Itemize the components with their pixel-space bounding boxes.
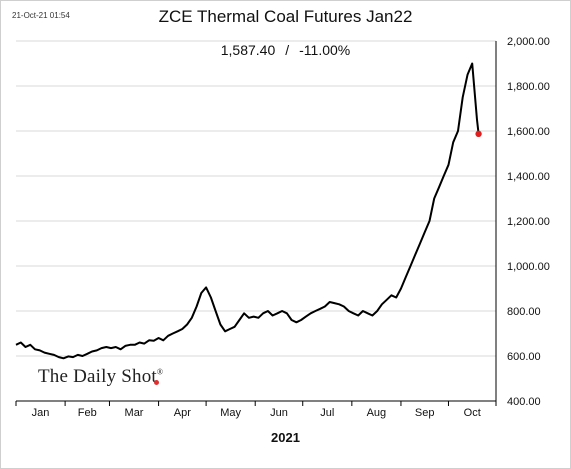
chart-title: ZCE Thermal Coal Futures Jan22 [158,7,413,26]
x-tick-label: Jun [270,407,288,419]
x-tick-label: May [220,407,241,419]
y-tick-label: 800.00 [507,306,541,318]
last-value: 1,587.40 [220,42,276,58]
last-point-marker [475,130,482,138]
y-tick-label: 1,400.00 [507,171,550,183]
brand-dot [154,380,159,385]
y-tick-label: 1,000.00 [507,261,550,273]
y-tick-label: 1,800.00 [507,81,550,93]
y-tick-label: 1,200.00 [507,216,550,228]
x-tick-label: Jul [320,407,334,419]
x-axis-title: 2021 [271,430,300,445]
x-tick-label: Jan [32,407,50,419]
x-tick-label: Oct [464,407,481,419]
price-line [15,62,480,360]
y-tick-label: 1,600.00 [507,126,550,138]
x-tick-label: Feb [78,407,97,419]
brand-watermark: The Daily Shot® [38,366,163,388]
x-tick-label: Sep [415,407,435,419]
timestamp: 21-Oct-21 01:54 [12,11,70,20]
x-tick-label: Mar [125,407,144,419]
chart-subtitle: 1,587.40 / -11.00% [0,42,571,58]
percent-change: -11.00% [299,42,351,58]
y-tick-label: 2,000.00 [507,36,550,48]
y-tick-label: 600.00 [507,351,541,363]
x-tick-label: Aug [367,407,387,419]
x-tick-label: Apr [174,407,191,419]
brand-registered-mark: ® [156,367,164,377]
subtitle-separator: / [285,42,290,58]
y-tick-label: 400.00 [507,396,541,408]
brand-name: The Daily Shot [38,366,157,387]
